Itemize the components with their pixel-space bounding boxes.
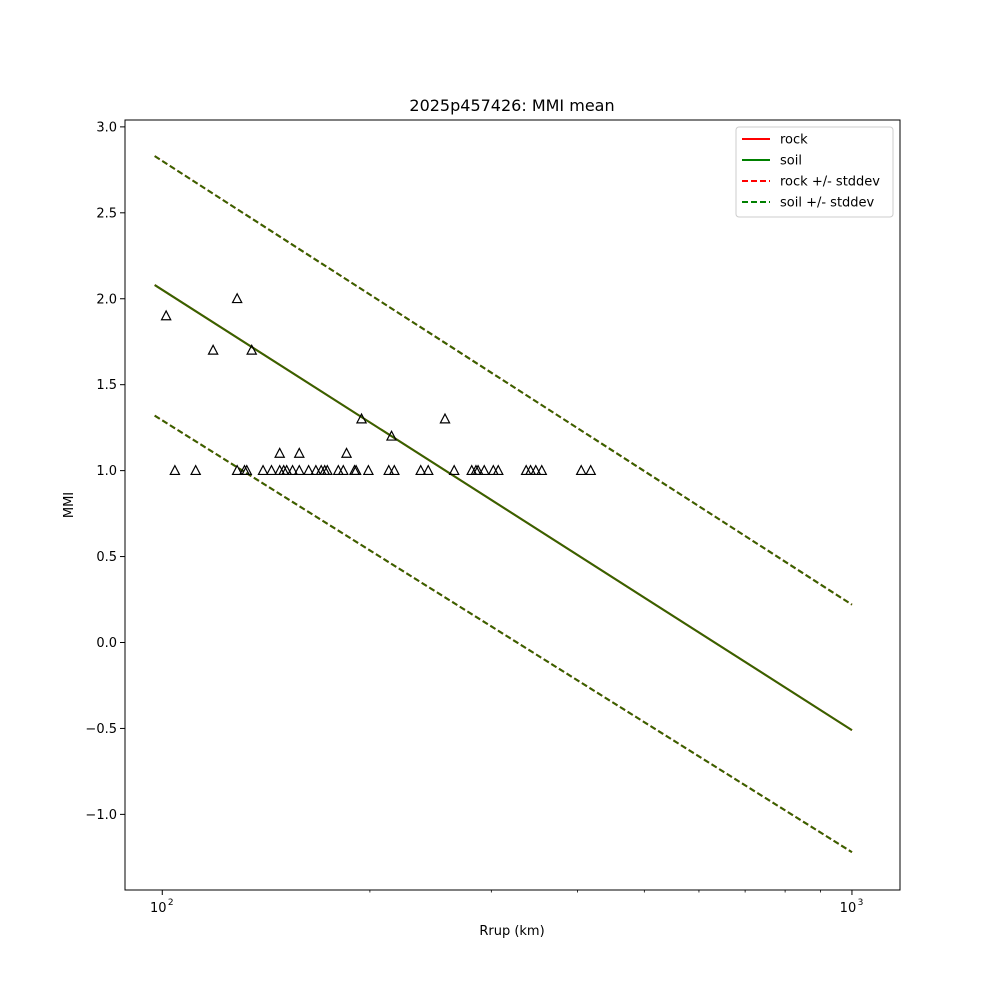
observation-point — [492, 464, 504, 476]
series-line-soil — [154, 284, 853, 731]
observation-point — [303, 464, 315, 476]
y-tick-label: 0.0 — [96, 636, 117, 651]
observation-point — [281, 464, 293, 476]
plot-lines — [154, 155, 853, 854]
observation-point — [246, 344, 258, 355]
legend-label: rock +/- stddev — [780, 175, 880, 190]
observation-point — [422, 464, 434, 476]
observation-point — [207, 344, 219, 355]
observation-point — [362, 464, 374, 476]
series-line-soil-stddev-lower — [154, 414, 853, 854]
legend-label: soil +/- stddev — [780, 196, 875, 211]
observation-point — [257, 464, 269, 476]
observation-point — [241, 464, 253, 476]
x-axis-label: Rrup (km) — [479, 924, 544, 939]
y-tick-label: 2.0 — [96, 292, 117, 307]
legend-frame — [735, 126, 894, 218]
observation-point — [585, 464, 597, 476]
x-axis-ticks: 10 2 10 3 — [150, 890, 863, 916]
observation-point — [265, 464, 278, 476]
observation-point — [385, 429, 398, 441]
legend-label: soil — [780, 154, 802, 169]
y-tick-label: 1.5 — [96, 378, 117, 393]
observation-point — [472, 464, 484, 476]
observation-point — [530, 464, 542, 476]
observation-point — [293, 464, 305, 476]
x-tick-label: 10 — [150, 901, 167, 916]
y-tick-label: −0.5 — [85, 722, 117, 737]
observation-point — [274, 447, 286, 458]
legend-label: rock — [780, 133, 808, 148]
observation-point — [388, 464, 400, 476]
series-line-soil-stddev-upper — [154, 155, 853, 606]
observation-point — [231, 292, 243, 304]
observation-point — [321, 464, 333, 476]
plot-frame — [124, 119, 901, 891]
y-tick-label: 0.5 — [96, 550, 117, 565]
y-tick-label: 2.5 — [96, 206, 117, 221]
observation-point — [286, 464, 299, 476]
observation-point — [536, 464, 548, 476]
observation-point — [448, 464, 460, 476]
y-tick-label: 1.0 — [96, 464, 117, 479]
observation-point — [293, 447, 305, 458]
plot-points — [160, 292, 597, 476]
observation-point — [355, 412, 368, 424]
observation-point — [169, 464, 181, 476]
observation-point — [310, 464, 322, 476]
observation-point — [190, 464, 202, 476]
chart-title: 2025p457426: MMI mean — [409, 96, 614, 115]
observation-point — [415, 464, 427, 476]
observation-point — [231, 464, 243, 476]
y-axis-ticks: −1.0 −0.5 0.0 0.5 1.0 1.5 2.0 2.5 3.0 — [85, 120, 125, 823]
observation-point — [478, 464, 490, 476]
x-tick-label-exponent: 3 — [858, 898, 864, 908]
x-tick-label-exponent: 2 — [168, 898, 174, 908]
observation-point — [383, 464, 395, 476]
observation-point — [340, 447, 353, 458]
observation-point — [337, 464, 349, 476]
y-tick-label: 3.0 — [96, 120, 117, 135]
observation-point — [160, 309, 172, 321]
observation-point — [439, 412, 451, 424]
y-tick-label: −1.0 — [85, 808, 117, 823]
observation-point — [575, 464, 587, 476]
x-tick-label: 10 — [840, 901, 857, 916]
observation-point — [350, 464, 362, 476]
y-axis-label: MMI — [62, 492, 77, 518]
legend: rock soil rock +/- stddev soil +/- stddev — [735, 126, 894, 218]
